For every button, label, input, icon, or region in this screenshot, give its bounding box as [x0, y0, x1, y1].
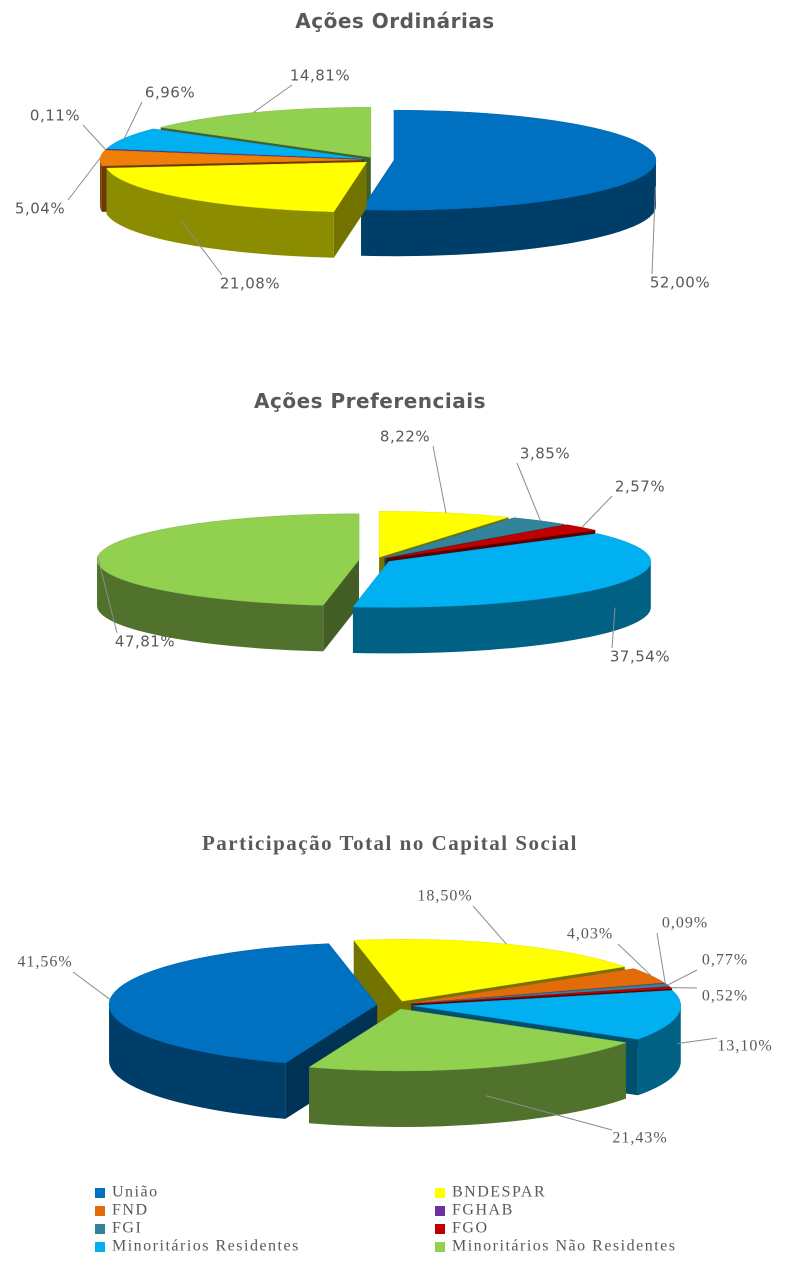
chart-title: Ações Ordinárias: [295, 9, 494, 33]
legend-label: FGHAB: [452, 1202, 514, 1219]
leader-line: [485, 1095, 613, 1131]
pie-slice: [360, 109, 657, 257]
slice-top: [308, 1008, 626, 1072]
leader-line: [180, 220, 223, 276]
legend-label: FND: [112, 1202, 149, 1219]
chart-title: Participação Total no Capital Social: [202, 831, 578, 855]
data-label: 5,04%: [15, 200, 65, 218]
legend-swatch: [95, 1242, 105, 1252]
leader-line: [581, 495, 613, 528]
leader-line: [651, 186, 656, 275]
legend-swatch: [435, 1224, 445, 1234]
leader-line: [472, 905, 507, 945]
data-label: 18,50%: [417, 888, 472, 905]
leader-line: [123, 101, 143, 139]
leader-line: [656, 932, 666, 984]
slice-top: [352, 533, 652, 608]
slice-side: [109, 1004, 286, 1119]
leader-line: [67, 157, 101, 201]
chart-title: Ações Preferenciais: [254, 389, 486, 413]
data-label: 0,77%: [702, 952, 748, 969]
leader-line: [677, 1037, 718, 1045]
data-label: 3,85%: [520, 445, 570, 463]
legend-swatch: [435, 1188, 445, 1198]
slice-top: [99, 149, 363, 167]
leader-line: [97, 556, 118, 634]
slice-top: [412, 990, 682, 1040]
data-label: 13,10%: [717, 1038, 772, 1055]
slice-side: [106, 168, 334, 258]
slice-side: [361, 160, 656, 257]
data-label: 52,00%: [650, 274, 710, 292]
legend-swatch: [95, 1224, 105, 1234]
leader-line: [252, 84, 293, 113]
data-label: 4,03%: [567, 926, 613, 943]
legend-label: BNDESPAR: [452, 1184, 546, 1201]
data-label: 37,54%: [610, 648, 670, 666]
slice-side: [352, 561, 651, 654]
slice-top: [360, 109, 657, 211]
slice-side: [97, 559, 324, 652]
data-label: 41,56%: [17, 954, 72, 971]
leader-line: [611, 607, 616, 649]
data-label: 21,43%: [612, 1130, 667, 1147]
slice-side: [309, 1042, 626, 1127]
legend-swatch: [95, 1206, 105, 1216]
leader-line: [617, 943, 652, 976]
slice-top: [378, 511, 509, 558]
pie-slice: [352, 533, 652, 654]
slice-top: [412, 986, 673, 1005]
leader-line: [72, 971, 111, 1000]
data-label: 0,52%: [702, 988, 748, 1005]
legend-label: FGO: [452, 1220, 489, 1237]
slice-top: [108, 943, 378, 1064]
data-label: 47,81%: [115, 633, 175, 651]
data-label: 21,08%: [220, 275, 280, 293]
data-label: 14,81%: [290, 67, 350, 85]
leader-line: [432, 445, 447, 513]
slice-side: [637, 1005, 681, 1096]
legend-swatch: [435, 1242, 445, 1252]
data-label: 2,57%: [615, 478, 665, 496]
data-label: 8,22%: [380, 428, 430, 446]
data-label: 0,11%: [30, 107, 80, 125]
slice-top: [106, 161, 368, 213]
legend-label: FGI: [112, 1220, 142, 1237]
pie-slice: [308, 1008, 626, 1127]
data-label: 0,09%: [662, 915, 708, 932]
data-label: 6,96%: [145, 84, 195, 102]
slice-radial-side: [323, 559, 360, 652]
legend-label: Minoritários Não Residentes: [452, 1238, 676, 1255]
legend-swatch: [95, 1188, 105, 1198]
pie-slice: [96, 513, 360, 652]
slice-side: [100, 159, 102, 212]
leader-line: [82, 124, 106, 150]
leader-line: [516, 462, 541, 521]
legend-label: Minoritários Residentes: [112, 1238, 300, 1255]
legend-swatch: [435, 1206, 445, 1216]
legend-label: União: [112, 1184, 159, 1201]
leader-line: [667, 969, 698, 986]
pie-slice: [106, 161, 368, 258]
